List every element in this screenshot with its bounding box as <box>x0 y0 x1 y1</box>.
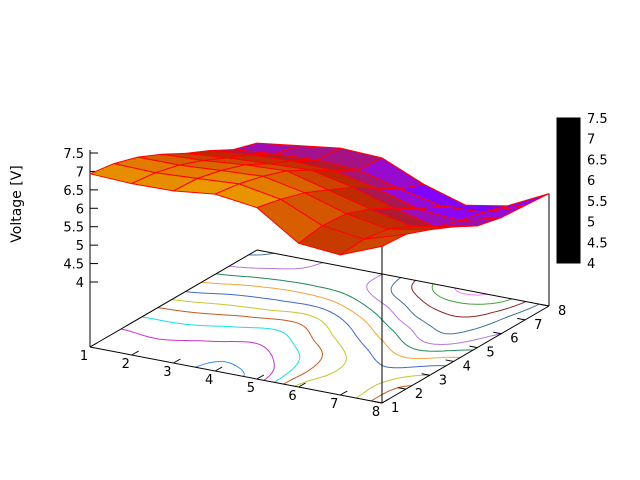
x-tick <box>89 342 98 348</box>
y-tick <box>517 317 526 321</box>
corner-vertical-lines <box>381 193 550 403</box>
back-edge-right <box>256 249 550 307</box>
colorbar-tick-label: 4 <box>587 257 595 272</box>
x-tick <box>173 358 181 364</box>
x-tick-label: 7 <box>330 397 338 412</box>
contour-level-line <box>411 280 527 318</box>
z-tick-label: 7 <box>76 165 84 180</box>
contour-level-line <box>120 328 275 381</box>
y-tick-label: 8 <box>558 304 566 319</box>
colorbar-tick-label: 7.5 <box>587 112 608 127</box>
colorbar: 4 4.5 5 5.5 6 6.5 7 7.5 <box>556 112 608 272</box>
y-tick <box>540 304 550 307</box>
back-edge-left <box>89 249 258 348</box>
contour-level-line <box>215 273 474 352</box>
y-tick <box>469 345 478 349</box>
x-tick <box>256 374 265 380</box>
contour-level-line <box>171 299 430 399</box>
contour-level-line <box>229 262 502 345</box>
x-tick-label: 8 <box>372 405 380 420</box>
colorbar-gradient <box>556 117 581 264</box>
x-tick <box>340 390 348 396</box>
colorbar-tick-label: 6 <box>587 174 595 189</box>
colorbar-tick-label: 7 <box>587 133 595 148</box>
x-tick <box>381 398 390 404</box>
y-tick <box>445 359 454 362</box>
z-tick-label: 5.5 <box>63 221 84 236</box>
y-tick-label: 2 <box>415 387 423 402</box>
x-tick <box>131 350 139 356</box>
y-tick-label: 4 <box>463 359 471 374</box>
surface-mesh <box>89 142 550 256</box>
y-tick <box>373 401 383 404</box>
z-axis-title: Voltage [V] <box>9 165 25 242</box>
x-tick-label: 4 <box>205 373 213 388</box>
x-tick <box>298 382 306 388</box>
x-tick-label: 2 <box>122 357 130 372</box>
contour-level-line <box>185 291 447 369</box>
x-tick-label: 1 <box>80 349 88 364</box>
x-tick <box>214 366 223 372</box>
contour-level-line <box>201 281 461 359</box>
contour-level-line <box>142 316 301 383</box>
contour-level-line <box>431 283 513 305</box>
y-tick <box>421 373 430 376</box>
y-tick-label: 7 <box>534 318 542 333</box>
z-tick-label: 4.5 <box>63 258 84 273</box>
z-tick-label: 6 <box>76 202 84 217</box>
y-tick-label: 5 <box>486 346 494 361</box>
colorbar-tick-label: 6.5 <box>587 153 608 168</box>
y-tick-label: 1 <box>391 401 399 416</box>
z-tick-label: 5 <box>76 239 84 254</box>
y-tick <box>397 387 406 390</box>
colorbar-tick-label: 5 <box>587 216 595 231</box>
contour-lines <box>120 252 540 402</box>
y-tick-label: 3 <box>439 373 447 388</box>
surface-quad <box>339 233 407 256</box>
contour-level-line <box>248 252 540 335</box>
contour-level-line <box>157 307 413 402</box>
contour-level-line <box>195 361 245 377</box>
x-tick-label: 5 <box>247 381 255 396</box>
z-tick-label: 7.5 <box>63 147 84 162</box>
z-tick-label: 4 <box>76 276 84 291</box>
z-tick-label: 6.5 <box>63 184 84 199</box>
colorbar-tick-label: 4.5 <box>587 236 608 251</box>
x-axis-line <box>89 346 383 404</box>
z-axis: 4 4.5 5 5.5 6 6.5 7 7.5 <box>63 147 98 347</box>
x-tick-label: 6 <box>288 389 296 404</box>
y-axis-line <box>381 305 550 404</box>
colorbar-tick-label: 5.5 <box>587 195 608 210</box>
y-tick-label: 6 <box>510 332 518 347</box>
y-tick <box>493 331 502 335</box>
x-tick-label: 3 <box>163 365 171 380</box>
